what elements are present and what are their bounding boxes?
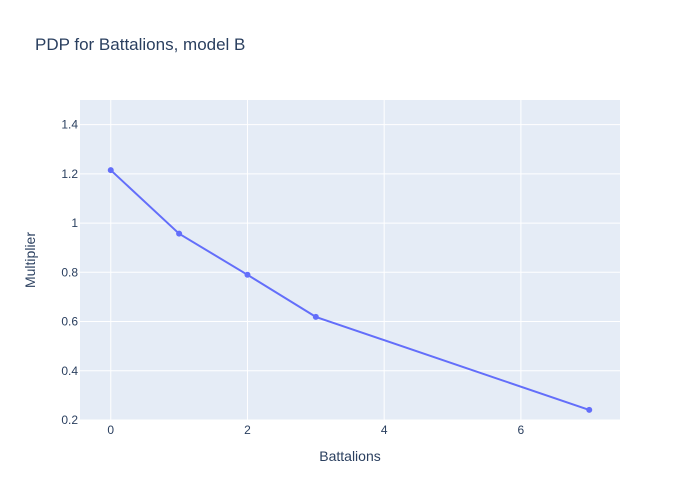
chart-title: PDP for Battalions, model B [35, 35, 245, 54]
x-tick-label: 6 [518, 423, 525, 437]
data-point[interactable] [107, 167, 114, 174]
y-tick-label: 0.4 [61, 364, 78, 378]
x-axis-title: Battalions [319, 448, 380, 464]
y-tick-label: 1 [71, 216, 78, 230]
x-gridlines [110, 100, 522, 420]
y-tick-label: 1.2 [61, 167, 78, 181]
y-gridlines [80, 124, 620, 421]
plot-area [80, 100, 620, 420]
data-point[interactable] [244, 271, 251, 278]
x-tick-labels: 0 2 4 6 [107, 423, 524, 437]
y-tick-label: 0.6 [61, 315, 78, 329]
y-tick-label: 1.4 [61, 118, 78, 132]
data-point[interactable] [176, 230, 183, 237]
data-point[interactable] [312, 313, 319, 320]
y-tick-labels: 0.2 0.4 0.6 0.8 1 1.2 1.4 [61, 118, 78, 427]
x-tick-label: 2 [244, 423, 251, 437]
x-tick-label: 4 [381, 423, 388, 437]
data-point[interactable] [586, 406, 593, 413]
series-layer [107, 167, 593, 413]
x-tick-label: 0 [107, 423, 114, 437]
y-tick-label: 0.8 [61, 265, 78, 279]
y-axis-title: Multiplier [22, 232, 38, 288]
y-tick-label: 0.2 [61, 413, 78, 427]
